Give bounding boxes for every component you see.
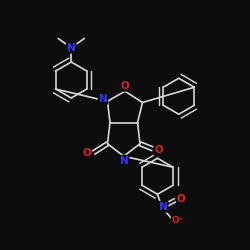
Text: N: N xyxy=(159,202,168,212)
Text: O: O xyxy=(177,194,186,204)
Text: O⁻: O⁻ xyxy=(172,216,184,225)
Text: O: O xyxy=(154,145,163,155)
Text: N: N xyxy=(98,94,108,104)
Text: O: O xyxy=(120,81,130,91)
Text: N: N xyxy=(120,156,128,166)
Text: O: O xyxy=(82,148,91,158)
Text: N: N xyxy=(67,43,76,53)
